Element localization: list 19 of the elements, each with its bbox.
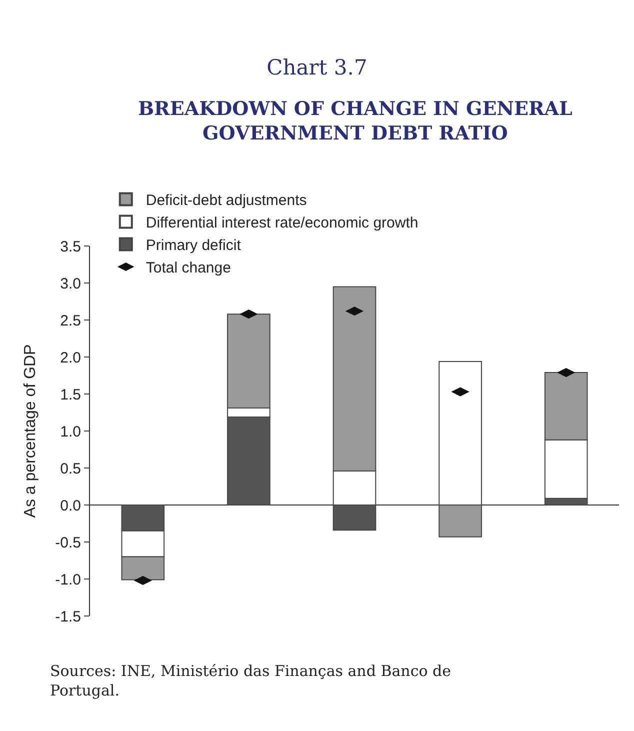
y-tick-label: 0.5 — [60, 460, 81, 478]
y-tick-label: 2.0 — [60, 349, 81, 366]
y-tick-label: 1.0 — [60, 423, 81, 440]
y-tick-label: -1.0 — [55, 571, 81, 588]
y-tick-label: 1.5 — [60, 386, 81, 404]
legend-label: Differential interest rate/economic growth — [146, 214, 418, 232]
y-tick-label: 3.0 — [60, 275, 81, 292]
legend-label: Total change — [146, 260, 231, 277]
legend-label: Primary deficit — [146, 237, 242, 254]
y-tick-label: -0.5 — [55, 534, 81, 552]
legend-label: Deficit-debt adjustments — [146, 192, 307, 210]
chart-subtitle: BREAKDOWN OF CHANGE IN GENERAL GOVERNMENT DEBT RATIO — [138, 98, 572, 145]
y-tick-label: 3.5 — [60, 238, 81, 256]
y-tick-label: -1.5 — [55, 608, 81, 626]
y-tick-label: 2.5 — [60, 312, 81, 330]
y-axis-title: As a percentage of GDP — [22, 344, 40, 518]
source-note: Sources: INE, Ministério das Finanças and Banco de Portugal. — [50, 662, 452, 700]
y-tick-label: 0.0 — [60, 497, 81, 514]
chart-title: Chart 3.7 — [266, 56, 368, 80]
